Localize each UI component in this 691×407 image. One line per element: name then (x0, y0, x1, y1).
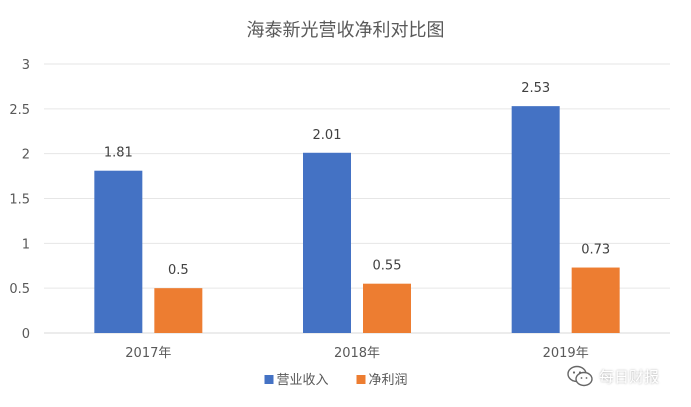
x-category-label: 2017年 (125, 346, 171, 361)
x-category-label: 2019年 (543, 346, 589, 361)
legend-label: 净利润 (369, 373, 408, 388)
legend-swatch (264, 375, 274, 384)
bar-net-profit (571, 267, 620, 333)
data-label: 0.73 (581, 243, 610, 258)
chart-title: 海泰新光营收净利对比图 (247, 20, 445, 41)
legend-swatch (356, 375, 366, 384)
bar-net-profit (363, 283, 411, 333)
data-label: 2.53 (521, 81, 550, 96)
x-category-label: 2018年 (334, 346, 380, 361)
y-tick-label: 2.5 (9, 103, 30, 118)
y-tick-label: 0.5 (9, 282, 30, 297)
data-label: 0.5 (168, 263, 189, 278)
bar-revenue (303, 152, 351, 333)
y-tick-label: 1.5 (9, 193, 30, 208)
data-label: 0.55 (373, 259, 402, 274)
y-tick-label: 2 (22, 148, 30, 163)
x-axis-categories: 2017年 2018年 2019年 (125, 346, 588, 361)
data-label: 2.01 (313, 128, 342, 143)
bar-revenue (511, 106, 560, 333)
bars (94, 106, 620, 333)
y-tick-label: 1 (22, 237, 30, 252)
wechat-icon (567, 365, 593, 387)
gridlines (44, 63, 670, 334)
y-axis-ticks: 0 0.5 1 1.5 2 2.5 3 (9, 58, 30, 342)
watermark-text: 每日财报 (599, 367, 660, 386)
y-tick-label: 0 (22, 327, 30, 342)
legend-label: 营业收入 (277, 373, 329, 388)
bar-revenue (94, 170, 143, 333)
legend: 营业收入 净利润 (264, 373, 408, 388)
y-tick-label: 3 (22, 58, 30, 73)
data-labels: 1.81 0.5 2.01 0.55 2.53 0.73 (104, 81, 610, 278)
bar-net-profit (154, 288, 203, 333)
data-label: 1.81 (104, 146, 133, 161)
watermark: 每日财报 (567, 364, 659, 388)
